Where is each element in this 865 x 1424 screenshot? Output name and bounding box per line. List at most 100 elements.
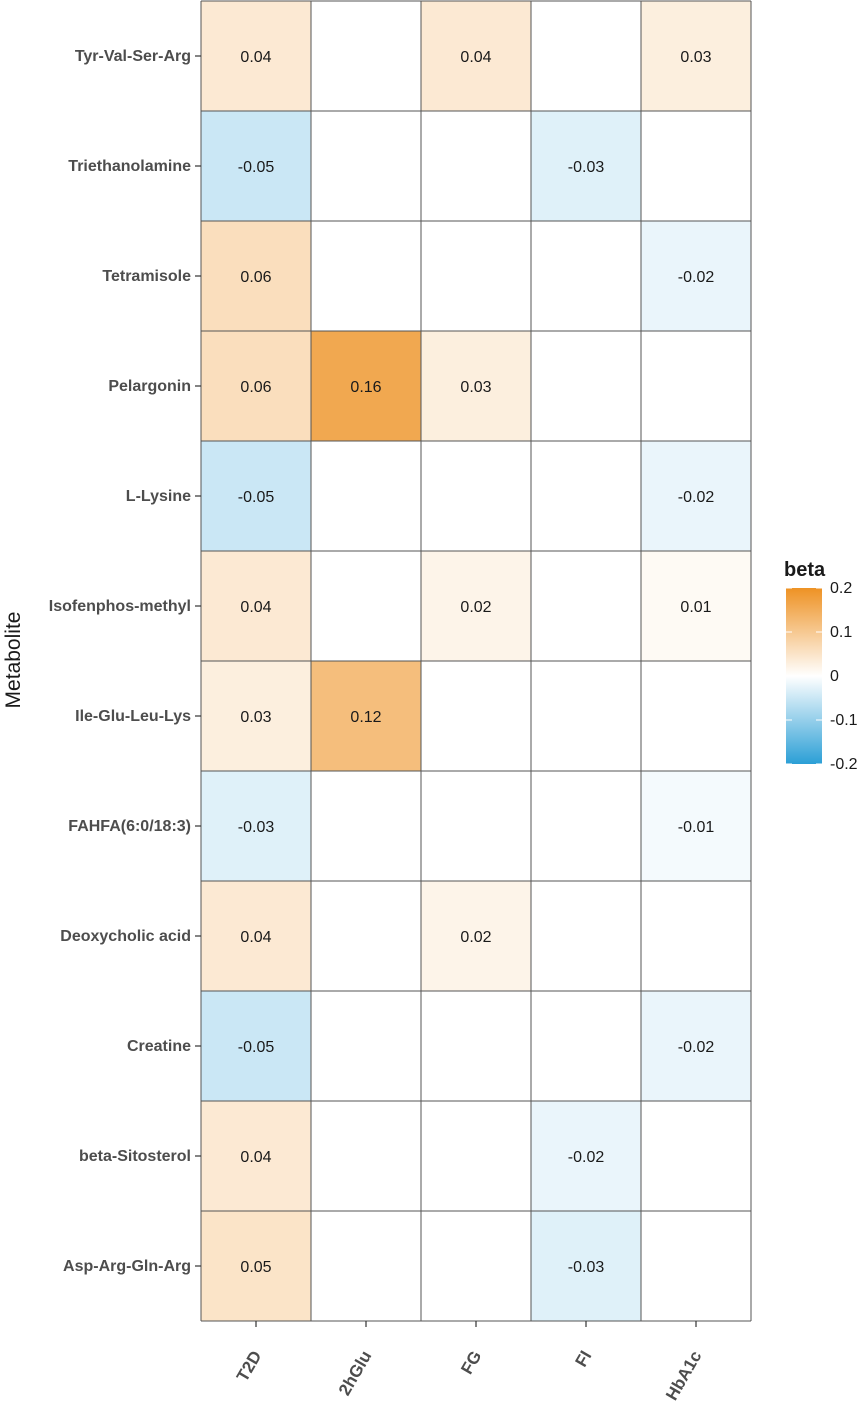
legend-tick-label: 0.1: [830, 624, 852, 641]
heatmap-cell: [421, 991, 531, 1101]
heatmap-cell: [641, 221, 751, 331]
heatmap-cell: [531, 881, 641, 991]
heatmap-cell: [641, 1, 751, 111]
cell-value-label: 0.01: [680, 599, 711, 616]
y-tick-label: Isofenphos-methyl: [49, 598, 191, 615]
heatmap-cell: [531, 111, 641, 221]
heatmap-cell: [421, 881, 531, 991]
y-axis-title: Metabolite: [2, 612, 25, 709]
heatmap-cell: [641, 1211, 751, 1321]
heatmap-cell: [311, 221, 421, 331]
heatmap-cell: [421, 551, 531, 661]
cell-value-label: -0.05: [238, 1039, 275, 1056]
heatmap-cell: [311, 441, 421, 551]
heatmap-cell: [201, 331, 311, 441]
heatmap-cell: [421, 1101, 531, 1211]
heatmap-cell: [641, 551, 751, 661]
cell-value-label: 0.06: [240, 379, 271, 396]
heatmap-cell: [531, 551, 641, 661]
cell-value-label: 0.05: [240, 1259, 271, 1276]
heatmap-cell: [531, 661, 641, 771]
x-tick-label: 2hGlu: [335, 1348, 376, 1399]
heatmap-cell: [201, 1211, 311, 1321]
cell-value-label: 0.06: [240, 269, 271, 286]
heatmap-cell: [201, 551, 311, 661]
heatmap-cell: [201, 111, 311, 221]
y-tick-label: Tyr-Val-Ser-Arg: [75, 48, 191, 65]
cell-value-label: 0.04: [240, 599, 271, 616]
heatmap-cell: [311, 331, 421, 441]
heatmap-cell: [311, 1211, 421, 1321]
cell-value-label: -0.02: [568, 1149, 605, 1166]
y-tick-label: Triethanolamine: [68, 158, 191, 175]
heatmap-cell: [531, 331, 641, 441]
heatmap-cell: [421, 331, 531, 441]
heatmap-cell: [641, 1101, 751, 1211]
cell-value-label: 0.04: [240, 929, 271, 946]
cell-value-label: -0.01: [678, 819, 715, 836]
y-tick-label: Pelargonin: [108, 378, 191, 395]
y-tick-label: beta-Sitosterol: [79, 1148, 191, 1165]
heatmap-cell: [311, 1101, 421, 1211]
heatmap-cell: [421, 1, 531, 111]
y-tick-label: Ile-Glu-Leu-Lys: [75, 708, 191, 725]
cell-value-label: 0.12: [350, 709, 381, 726]
heatmap-cell: [201, 771, 311, 881]
heatmap-cell: [641, 331, 751, 441]
cell-value-label: -0.02: [678, 1039, 715, 1056]
cell-value-label: 0.03: [240, 709, 271, 726]
heatmap-cell: [421, 661, 531, 771]
cell-value-label: 0.03: [680, 49, 711, 66]
x-tick-label: T2D: [233, 1348, 266, 1385]
cell-value-label: -0.02: [678, 489, 715, 506]
heatmap-cell: [311, 1, 421, 111]
heatmap-cell: [201, 661, 311, 771]
heatmap-cell: [311, 111, 421, 221]
cell-value-label: 0.02: [460, 929, 491, 946]
heatmap-cell: [641, 111, 751, 221]
y-axis-labels: Tyr-Val-Ser-Arg Triethanolamine Tetramisol…: [49, 48, 201, 1275]
y-tick-label: Tetramisole: [102, 268, 191, 285]
y-tick-label: FAHFA(6:0/18:3): [68, 818, 191, 835]
y-tick-label: L-Lysine: [126, 488, 191, 505]
heatmap-cell: [531, 1211, 641, 1321]
heatmap-cell: [201, 881, 311, 991]
heatmap-cell: [641, 661, 751, 771]
y-tick-label: Creatine: [127, 1038, 191, 1055]
heatmap-cell: [531, 1101, 641, 1211]
heatmap-cell: [641, 441, 751, 551]
x-axis-labels: T2D 2hGlu FG FI HbA1c: [233, 1321, 705, 1404]
heatmap-cell: [201, 441, 311, 551]
heatmap-cell: [421, 1211, 531, 1321]
heatmap-cell: [201, 1101, 311, 1211]
heatmap-cell: [531, 441, 641, 551]
heatmap-cell: [641, 991, 751, 1101]
heatmap-cell: [201, 221, 311, 331]
cell-value-label: -0.05: [238, 489, 275, 506]
heatmap-cell: [531, 1, 641, 111]
cell-value-label: 0.16: [350, 379, 381, 396]
legend-tick-label: 0: [830, 668, 839, 685]
heatmap-cell: [641, 771, 751, 881]
x-tick-label: FI: [571, 1348, 595, 1371]
heatmap-cell: [421, 111, 531, 221]
cell-value-label: 0.03: [460, 379, 491, 396]
cell-value-label: 0.04: [240, 1149, 271, 1166]
x-tick-label: FG: [457, 1348, 485, 1378]
cell-value-label: 0.02: [460, 599, 491, 616]
legend-title: beta: [784, 559, 826, 581]
heatmap-cell: [201, 1, 311, 111]
x-tick-label: HbA1c: [662, 1348, 705, 1404]
heatmap-cell: [421, 221, 531, 331]
heatmap-cell: [311, 661, 421, 771]
cell-value-label: 0.04: [460, 49, 491, 66]
cell-value-label: -0.03: [568, 1259, 605, 1276]
cell-value-label: -0.03: [568, 159, 605, 176]
heatmap-cells: 0.04 0.04 0.03 -0.05 -0.03 0.06 -0.02 0.06 0.16 0…: [201, 1, 751, 1321]
heatmap-cell: [641, 881, 751, 991]
heatmap-cell: [201, 991, 311, 1101]
heatmap-cell: [311, 881, 421, 991]
legend-tick-label: -0.2: [830, 756, 858, 773]
legend-tick-label: 0.2: [830, 580, 852, 597]
